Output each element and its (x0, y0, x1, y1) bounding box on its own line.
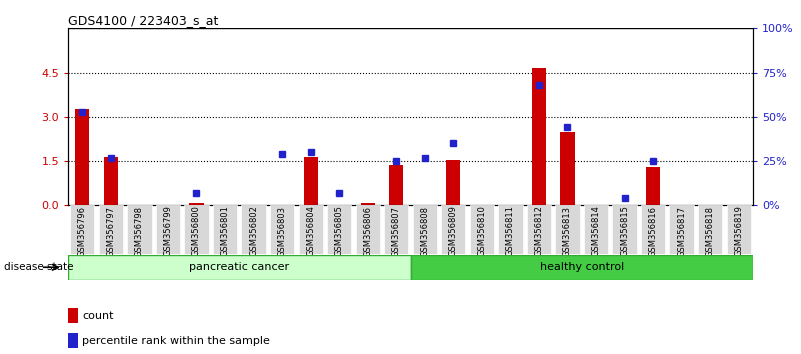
FancyBboxPatch shape (270, 205, 294, 254)
FancyBboxPatch shape (241, 205, 266, 254)
Bar (68, 255, 410, 280)
Text: count: count (83, 311, 114, 321)
Text: GSM356798: GSM356798 (135, 206, 144, 257)
FancyBboxPatch shape (413, 205, 437, 254)
Text: pancreatic cancer: pancreatic cancer (189, 262, 289, 272)
Text: GSM356814: GSM356814 (591, 206, 601, 257)
FancyBboxPatch shape (584, 205, 608, 254)
Text: GSM356818: GSM356818 (706, 206, 714, 257)
FancyBboxPatch shape (441, 205, 465, 254)
Text: percentile rank within the sample: percentile rank within the sample (83, 336, 270, 346)
Text: GSM356796: GSM356796 (78, 206, 87, 257)
FancyBboxPatch shape (555, 205, 580, 254)
FancyBboxPatch shape (698, 205, 723, 254)
FancyBboxPatch shape (469, 205, 494, 254)
Bar (68, 333, 78, 348)
Bar (561, 132, 574, 205)
Bar (410, 255, 753, 280)
Text: GSM356809: GSM356809 (449, 206, 458, 257)
Text: GSM356819: GSM356819 (735, 206, 743, 257)
Bar (360, 203, 375, 205)
Text: GSM356816: GSM356816 (649, 206, 658, 257)
FancyBboxPatch shape (99, 205, 123, 254)
Text: GSM356812: GSM356812 (534, 206, 543, 257)
Text: GSM356801: GSM356801 (220, 206, 230, 257)
FancyBboxPatch shape (641, 205, 665, 254)
Bar (104, 156, 118, 205)
FancyBboxPatch shape (727, 205, 751, 254)
Text: GSM356802: GSM356802 (249, 206, 258, 257)
Bar (68, 308, 78, 323)
FancyBboxPatch shape (184, 205, 208, 254)
FancyBboxPatch shape (498, 205, 522, 254)
Bar (75, 109, 90, 205)
Text: GSM356815: GSM356815 (620, 206, 629, 257)
Text: GSM356810: GSM356810 (477, 206, 486, 257)
Text: healthy control: healthy control (540, 262, 624, 272)
FancyBboxPatch shape (299, 205, 323, 254)
FancyBboxPatch shape (70, 205, 95, 254)
Text: GSM356807: GSM356807 (392, 206, 400, 257)
Bar (304, 156, 318, 205)
FancyBboxPatch shape (127, 205, 151, 254)
FancyBboxPatch shape (356, 205, 380, 254)
FancyBboxPatch shape (156, 205, 180, 254)
Text: GSM356817: GSM356817 (677, 206, 686, 257)
FancyBboxPatch shape (613, 205, 637, 254)
FancyBboxPatch shape (327, 205, 352, 254)
Text: GSM356800: GSM356800 (192, 206, 201, 257)
Text: GSM356799: GSM356799 (163, 206, 172, 257)
Text: GSM356797: GSM356797 (107, 206, 115, 257)
FancyBboxPatch shape (670, 205, 694, 254)
Text: GSM356804: GSM356804 (306, 206, 315, 257)
Text: GSM356808: GSM356808 (421, 206, 429, 257)
Bar (646, 167, 660, 205)
Text: GSM356811: GSM356811 (506, 206, 515, 257)
FancyBboxPatch shape (384, 205, 409, 254)
Bar (446, 160, 461, 205)
Text: GSM356806: GSM356806 (363, 206, 372, 257)
Text: disease state: disease state (4, 262, 74, 272)
Text: GDS4100 / 223403_s_at: GDS4100 / 223403_s_at (68, 14, 219, 27)
FancyBboxPatch shape (213, 205, 237, 254)
Bar (389, 166, 404, 205)
Bar (532, 68, 546, 205)
Text: GSM356803: GSM356803 (278, 206, 287, 257)
Text: GSM356813: GSM356813 (563, 206, 572, 257)
FancyBboxPatch shape (527, 205, 551, 254)
Bar (189, 203, 203, 205)
Text: GSM356805: GSM356805 (335, 206, 344, 257)
